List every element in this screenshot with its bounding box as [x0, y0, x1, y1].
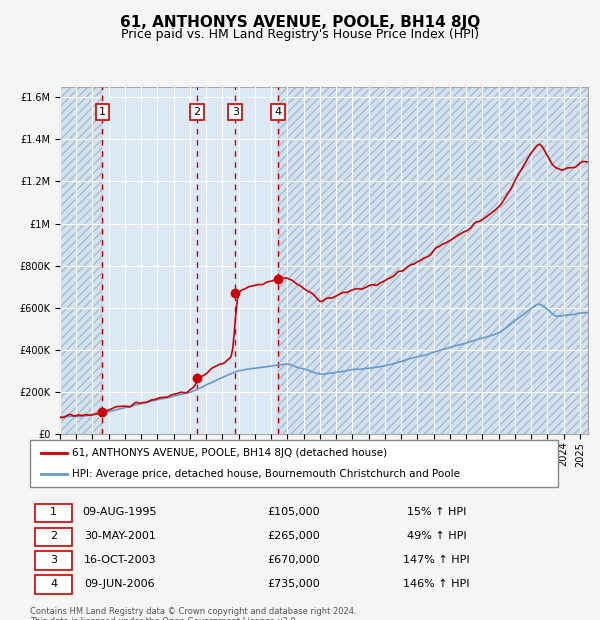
Text: Contains HM Land Registry data © Crown copyright and database right 2024.
This d: Contains HM Land Registry data © Crown c… [30, 607, 356, 620]
Bar [60, 87, 103, 434]
FancyBboxPatch shape [35, 552, 72, 570]
Text: 1: 1 [99, 107, 106, 117]
Text: 147% ↑ HPI: 147% ↑ HPI [403, 555, 470, 565]
Bar [278, 87, 588, 434]
Text: £105,000: £105,000 [268, 507, 320, 518]
Text: 61, ANTHONYS AVENUE, POOLE, BH14 8JQ (detached house): 61, ANTHONYS AVENUE, POOLE, BH14 8JQ (de… [72, 448, 388, 458]
FancyBboxPatch shape [35, 575, 72, 594]
FancyBboxPatch shape [35, 503, 72, 522]
Text: £265,000: £265,000 [268, 531, 320, 541]
FancyBboxPatch shape [30, 440, 558, 487]
Text: 1: 1 [50, 507, 57, 518]
FancyBboxPatch shape [35, 528, 72, 546]
Text: 30-MAY-2001: 30-MAY-2001 [84, 531, 155, 541]
Text: 49% ↑ HPI: 49% ↑ HPI [407, 531, 466, 541]
Text: Price paid vs. HM Land Registry's House Price Index (HPI): Price paid vs. HM Land Registry's House … [121, 28, 479, 41]
Text: 15% ↑ HPI: 15% ↑ HPI [407, 507, 466, 518]
Text: 16-OCT-2003: 16-OCT-2003 [83, 555, 156, 565]
Text: 2: 2 [193, 107, 200, 117]
Text: 2: 2 [50, 531, 58, 541]
Text: 146% ↑ HPI: 146% ↑ HPI [403, 579, 470, 589]
Text: HPI: Average price, detached house, Bournemouth Christchurch and Poole: HPI: Average price, detached house, Bour… [72, 469, 460, 479]
Text: 09-AUG-1995: 09-AUG-1995 [83, 507, 157, 518]
Text: 4: 4 [275, 107, 282, 117]
Text: 3: 3 [50, 555, 57, 565]
Text: £735,000: £735,000 [268, 579, 320, 589]
Text: 61, ANTHONYS AVENUE, POOLE, BH14 8JQ: 61, ANTHONYS AVENUE, POOLE, BH14 8JQ [120, 16, 480, 30]
Text: 09-JUN-2006: 09-JUN-2006 [85, 579, 155, 589]
Text: £670,000: £670,000 [268, 555, 320, 565]
Text: 3: 3 [232, 107, 239, 117]
Text: 4: 4 [50, 579, 58, 589]
